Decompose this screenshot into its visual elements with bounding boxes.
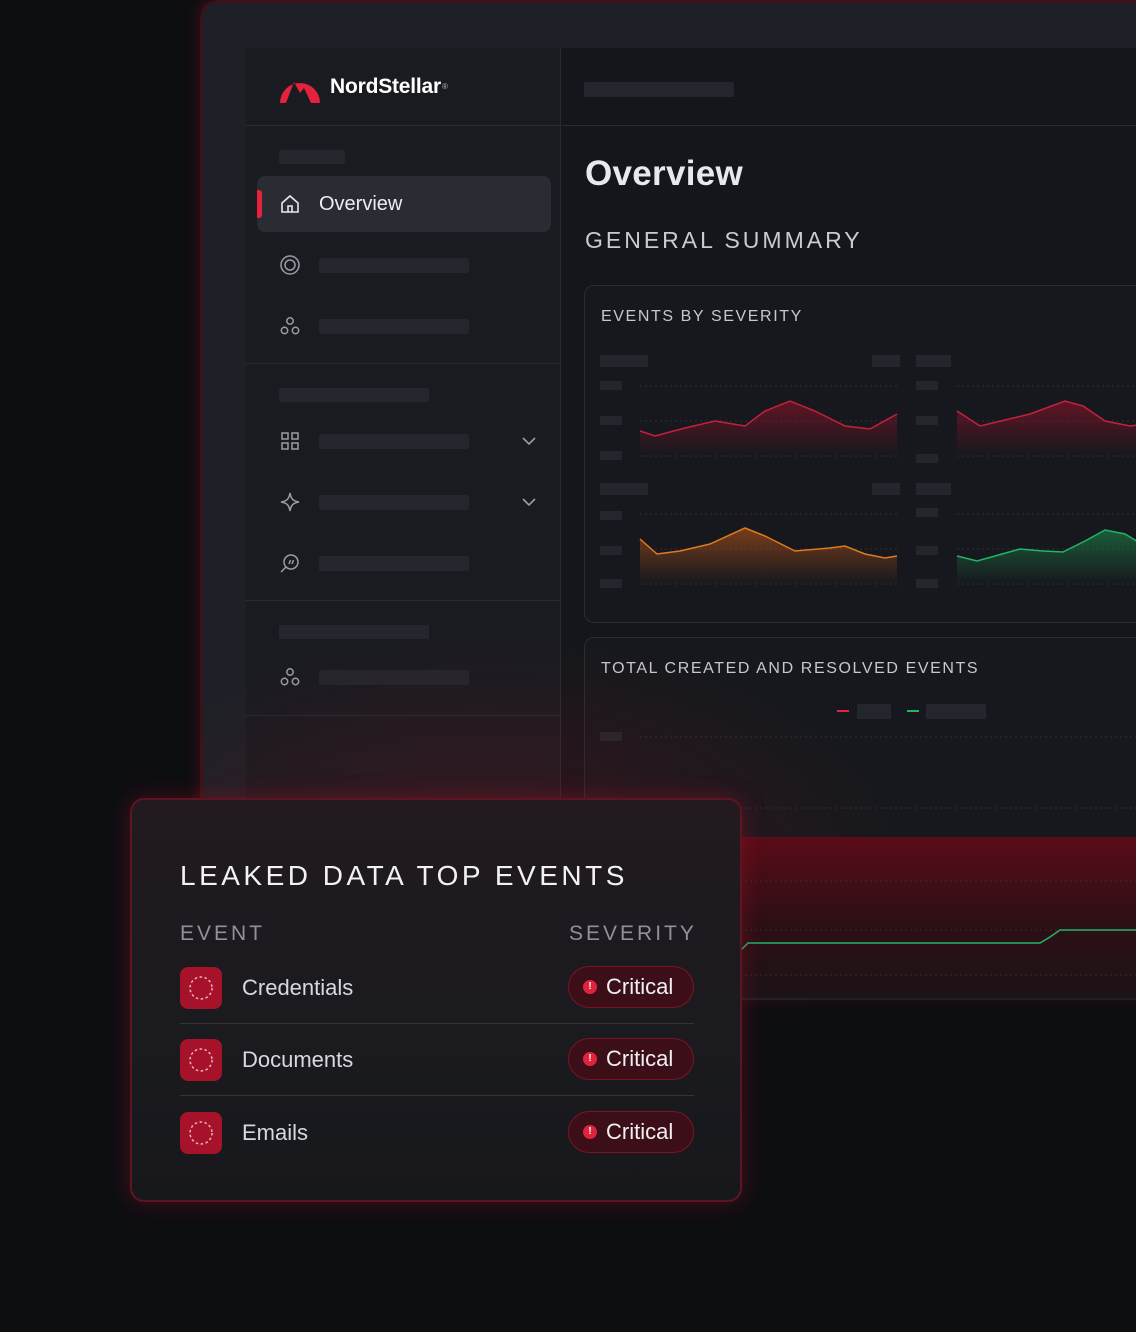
sidebar-item-label-placeholder [319, 318, 469, 334]
severity-label: Critical [606, 1119, 674, 1144]
brand-name: NordStellar [330, 74, 441, 98]
section-heading-placeholder [279, 150, 345, 164]
nordstellar-logo-icon [280, 81, 320, 103]
sidebar-item-label-placeholder [319, 433, 469, 449]
section-heading-placeholder [279, 625, 429, 639]
series-line-orange [639, 527, 898, 559]
leak-event-icon [180, 1038, 222, 1081]
group-icon [279, 666, 301, 688]
section-title: GENERAL SUMMARY [585, 227, 863, 253]
total-events-lines [739, 880, 1136, 976]
legend-swatch-created [837, 710, 849, 712]
severity-label: Critical [606, 1046, 674, 1071]
grid-icon [279, 430, 301, 452]
card-title: EVENTS BY SEVERITY [601, 308, 803, 325]
series-area-red [640, 401, 897, 456]
series-line-red [639, 400, 898, 437]
event-name: Credentials [242, 974, 354, 1000]
events-by-severity-card: EVENTS BY SEVERITY [584, 285, 1136, 623]
legend-swatch-resolved [907, 710, 919, 712]
active-indicator [257, 190, 262, 218]
sidebar-item-dashboards[interactable] [257, 413, 551, 469]
severity-label: Critical [606, 974, 674, 999]
series-area-green [957, 530, 1136, 584]
breadcrumb-placeholder [584, 82, 734, 97]
sidebar-item-label: Overview [319, 192, 403, 215]
sidebar-item-monitoring[interactable] [257, 237, 551, 293]
axis-placeholder [600, 732, 622, 741]
series-line-red-2 [956, 400, 1136, 427]
leak-event-icon [180, 1112, 222, 1154]
created-events-area [739, 837, 1136, 997]
status-badge: ! Critical [568, 1038, 694, 1080]
event-name: Documents [242, 1046, 354, 1072]
sidebar-item-users[interactable] [257, 649, 551, 705]
group-icon [279, 315, 301, 337]
status-badge: ! Critical [568, 966, 694, 1008]
leaked-data-panel: LEAKED DATA TOP EVENTS EVENT SEVERITY Cr… [130, 798, 742, 1202]
brand-registered-mark: ® [442, 82, 448, 91]
sparkle-icon [279, 491, 301, 513]
sidebar-item-overview[interactable]: Overview [257, 176, 551, 232]
sidebar-item-search[interactable] [257, 535, 551, 591]
table-row[interactable]: Emails ! Critical [180, 1097, 694, 1169]
table-row[interactable]: Documents ! Critical [180, 1024, 694, 1096]
resolved-line [739, 929, 1136, 952]
panel-title: LEAKED DATA TOP EVENTS [180, 860, 628, 891]
page-title: Overview [585, 154, 744, 193]
alert-icon: ! [583, 1125, 597, 1139]
sidebar-item-label-placeholder [319, 494, 469, 510]
search-chat-icon [279, 552, 301, 574]
series-area-red-2 [957, 401, 1136, 456]
status-badge: ! Critical [568, 1111, 694, 1153]
section-heading-placeholder [279, 388, 429, 402]
event-name: Emails [242, 1120, 309, 1145]
column-header-event: EVENT [180, 922, 266, 945]
chevron-down-icon[interactable] [519, 431, 539, 451]
sidebar-section-main: Overview [246, 126, 560, 364]
column-header-severity: SEVERITY [569, 922, 697, 945]
table-row[interactable]: Credentials ! Critical [180, 952, 694, 1024]
sidebar-section-admin [246, 601, 560, 716]
chevron-down-icon[interactable] [519, 492, 539, 512]
series-area-orange [640, 528, 897, 584]
axis-placeholders [600, 355, 951, 588]
top-bar [562, 48, 1136, 126]
alert-icon: ! [583, 1052, 597, 1066]
sidebar-item-label-placeholder [319, 555, 469, 571]
alert-icon: ! [583, 980, 597, 994]
legend-label-placeholder [857, 704, 891, 719]
sidebar-item-insights[interactable] [257, 474, 551, 530]
card-title: TOTAL CREATED AND RESOLVED EVENTS [601, 660, 980, 677]
series-line-green [956, 529, 1136, 562]
home-icon [279, 193, 301, 215]
target-icon [279, 254, 301, 276]
severity-sparklines [600, 355, 1136, 588]
leak-event-icon [180, 966, 222, 1009]
sidebar-section-tools [246, 364, 560, 601]
legend-label-placeholder [926, 704, 986, 719]
sidebar-item-label-placeholder [319, 257, 469, 273]
sidebar-item-groups[interactable] [257, 298, 551, 354]
sidebar-item-label-placeholder [319, 669, 469, 685]
brand-logo[interactable]: NordStellar ® [246, 48, 560, 126]
